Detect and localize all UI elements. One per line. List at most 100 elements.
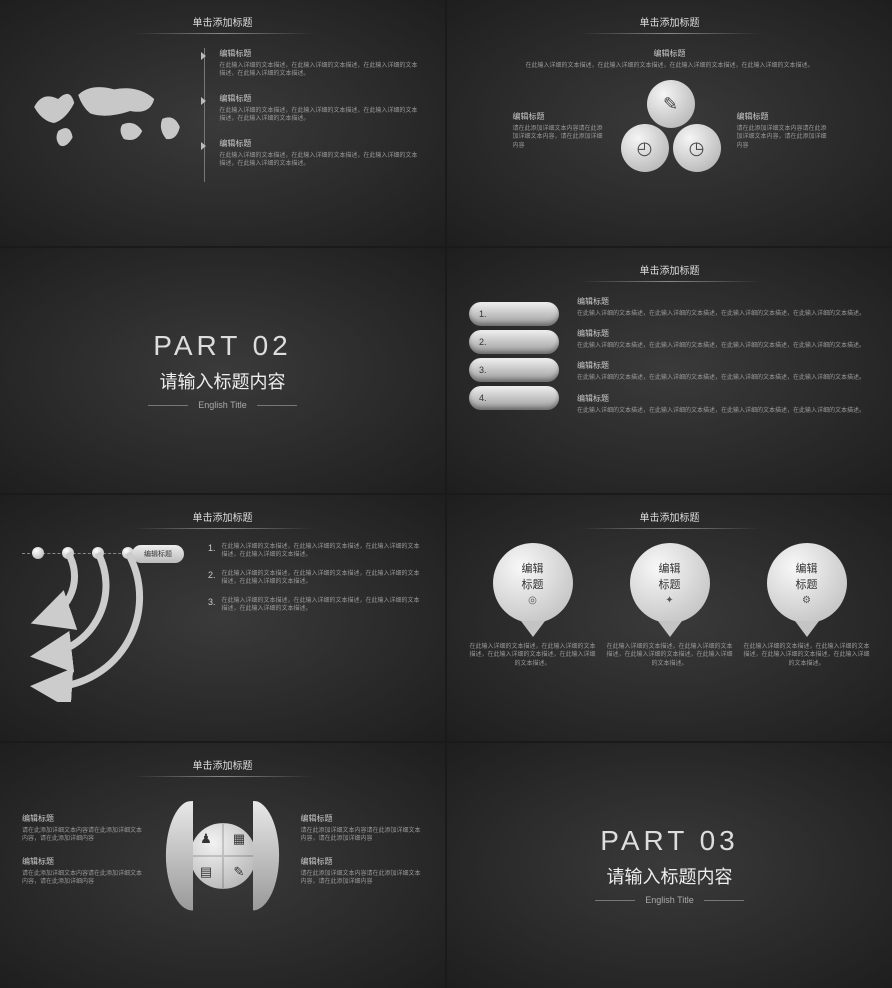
item-text: 在此输入详细的文本描述，在此输入详细的文本描述，在此输入详细的文本描述，在此输入… [222, 570, 423, 587]
world-map-icon [22, 75, 190, 155]
quad-circle: ♟ ▦ ▤ ✎ [190, 823, 256, 889]
slide-title: 单击添加标题 [22, 509, 423, 524]
list-item: 编辑标题 在此输入详细的文本描述，在此输入详细的文本描述，在此输入详细的文本描述… [219, 93, 423, 124]
item-label: 编辑标题 [301, 813, 424, 824]
quad-icon: ✎ [223, 856, 256, 889]
left-col: 编辑标题 请在此添加详细文本内容请在此添加详细文本内容，请在此添加详细内容 [513, 111, 603, 150]
pin-label: 编辑 [522, 560, 544, 576]
left-col: 编辑标题 请在此添加详细文本内容请在此添加详细文本内容，请在此添加详细内容 编辑… [22, 813, 145, 899]
item-label: 编辑标题 [737, 111, 827, 122]
item-label: 编辑标题 [469, 48, 870, 59]
item-label: 编辑标题 [22, 856, 145, 867]
target-icon: ◎ [528, 595, 537, 606]
slide-7-crescent: 单击添加标题 编辑标题 请在此添加详细文本内容请在此添加详细文本内容，请在此添加… [0, 743, 445, 988]
right-col: 编辑标题 请在此添加详细文本内容请在此添加详细文本内容，请在此添加详细内容 [737, 111, 827, 150]
slide-1-worldmap: 单击添加标题 编辑标题 在此输入详细的文本描述，在此输入详细的文本描述，在此输入… [0, 0, 445, 246]
slide1-body: 编辑标题 在此输入详细的文本描述，在此输入详细的文本描述，在此输入详细的文本描述… [22, 48, 423, 182]
slide4-body: 1. 2. 3. 4. 编辑标题 在此输入详细的文本描述，在此输入详细的文本描述… [469, 296, 870, 426]
title-underline [133, 33, 313, 34]
pin-label: 编辑 [796, 560, 818, 576]
stack-disc: 1. [469, 302, 559, 326]
item-label: 编辑标题 [577, 328, 870, 339]
item-text: 在此输入详细的文本描述，在此输入详细的文本描述，在此输入详细的文本描述，在此输入… [219, 152, 423, 169]
pin-label: 标题 [522, 576, 544, 592]
pin-column: 编辑 标题 ◎ 在此输入详细的文本描述，在此输入详细的文本描述，在此输入详细的文… [469, 543, 596, 668]
list-item: 编辑标题 请在此添加详细文本内容请在此添加详细文本内容，请在此添加详细内容 [22, 813, 145, 844]
circle-clock-icon: ◷ [673, 124, 721, 172]
slide-title: 单击添加标题 [469, 509, 870, 524]
pin-shape: 编辑 标题 ◎ [493, 543, 573, 623]
crescent-graphic: ♟ ▦ ▤ ✎ [153, 791, 293, 921]
part-title-zh: 请输入标题内容 [160, 368, 286, 394]
slide-title: 单击添加标题 [469, 262, 870, 277]
pin-label: 标题 [796, 576, 818, 592]
pin-column: 编辑 标题 ⚙ 在此输入详细的文本描述，在此输入详细的文本描述，在此输入详细的文… [743, 543, 870, 668]
title-underline [580, 33, 760, 34]
circle-notepad-icon: ✎ [647, 80, 695, 128]
title-underline [133, 776, 313, 777]
right-col: 编辑标题 请在此添加详细文本内容请在此添加详细文本内容，请在此添加详细内容 编辑… [301, 813, 424, 899]
item-label: 编辑标题 [577, 296, 870, 307]
item-text: 请在此添加详细文本内容请在此添加详细文本内容，请在此添加详细内容 [22, 870, 145, 887]
item-text: 请在此添加详细文本内容请在此添加详细文本内容，请在此添加详细内容 [513, 125, 603, 150]
crescent-left-icon [155, 801, 193, 911]
slide5-list: 1. 在此输入详细的文本描述，在此输入详细的文本描述，在此输入详细的文本描述，在… [208, 543, 423, 703]
slide2-top: 编辑标题 在此输入详细的文本描述，在此输入详细的文本描述，在此输入详细的文本描述… [469, 48, 870, 70]
title-underline [580, 281, 760, 282]
item-number: 1. [208, 543, 216, 560]
item-label: 编辑标题 [577, 360, 870, 371]
list-item: 编辑标题 在此输入详细的文本描述，在此输入详细的文本描述，在此输入详细的文本描述… [577, 360, 870, 382]
item-label: 编辑标题 [577, 393, 870, 404]
part-title-en: English Title [595, 895, 744, 905]
gear-icon: ⚙ [802, 595, 811, 606]
stack-disc: 2. [469, 330, 559, 354]
pin-shape: 编辑 标题 ✦ [630, 543, 710, 623]
title-underline [580, 528, 760, 529]
part-title-en: English Title [148, 400, 297, 410]
stack-disc: 3. [469, 358, 559, 382]
arc-arrows-icon [22, 537, 192, 702]
list-item: 3. 在此输入详细的文本描述，在此输入详细的文本描述，在此输入详细的文本描述，在… [208, 597, 423, 614]
item-text: 在此输入详细的文本描述，在此输入详细的文本描述，在此输入详细的文本描述，在此输入… [577, 407, 870, 415]
slide-2-circles: 单击添加标题 编辑标题 在此输入详细的文本描述，在此输入详细的文本描述，在此输入… [447, 0, 892, 246]
slide-title: 单击添加标题 [22, 757, 423, 772]
item-label: 编辑标题 [513, 111, 603, 122]
quad-icon: ♟ [190, 823, 223, 856]
item-number: 2. [208, 570, 216, 587]
item-label: 编辑标题 [219, 138, 423, 149]
item-text: 在此输入详细的文本描述，在此输入详细的文本描述，在此输入详细的文本描述，在此输入… [219, 62, 423, 79]
part-number: PART 03 [600, 825, 739, 857]
item-text: 在此输入详细的文本描述，在此输入详细的文本描述，在此输入详细的文本描述，在此输入… [577, 374, 870, 382]
three-circles-graphic: ✎ ◴ ◷ [615, 80, 725, 180]
slide-5-arcs: 单击添加标题 编辑标题 1. 在此输入详细的文本描述，在此输入详细的文本描述，在… [0, 495, 445, 741]
part-title-zh: 请输入标题内容 [607, 863, 733, 889]
slide-title: 单击添加标题 [22, 14, 423, 29]
slide1-list: 编辑标题 在此输入详细的文本描述，在此输入详细的文本描述，在此输入详细的文本描述… [204, 48, 423, 182]
cylinder-stack: 1. 2. 3. 4. [469, 302, 559, 426]
item-text: 在此输入详细的文本描述，在此输入详细的文本描述，在此输入详细的文本描述，在此输入… [222, 597, 423, 614]
slide2-bottom: 编辑标题 请在此添加详细文本内容请在此添加详细文本内容，请在此添加详细内容 ✎ … [469, 80, 870, 180]
slide-6-pins: 单击添加标题 编辑 标题 ◎ 在此输入详细的文本描述，在此输入详细的文本描述，在… [447, 495, 892, 741]
list-item: 编辑标题 在此输入详细的文本描述，在此输入详细的文本描述，在此输入详细的文本描述… [577, 328, 870, 350]
slide-title: 单击添加标题 [469, 14, 870, 29]
list-item: 编辑标题 请在此添加详细文本内容请在此添加详细文本内容，请在此添加详细内容 [301, 813, 424, 844]
list-item: 2. 在此输入详细的文本描述，在此输入详细的文本描述，在此输入详细的文本描述，在… [208, 570, 423, 587]
item-label: 编辑标题 [22, 813, 145, 824]
item-label: 编辑标题 [219, 93, 423, 104]
slide6-body: 编辑 标题 ◎ 在此输入详细的文本描述，在此输入详细的文本描述，在此输入详细的文… [469, 543, 870, 668]
item-text: 在此输入详细的文本描述，在此输入详细的文本描述，在此输入详细的文本描述，在此输入… [606, 643, 733, 668]
item-text: 请在此添加详细文本内容请在此添加详细文本内容，请在此添加详细内容 [301, 827, 424, 844]
circle-compass-icon: ◴ [621, 124, 669, 172]
pin-column: 编辑 标题 ✦ 在此输入详细的文本描述，在此输入详细的文本描述，在此输入详细的文… [606, 543, 733, 668]
slide-4-stack: 单击添加标题 1. 2. 3. 4. 编辑标题 在此输入详细的文本描述，在此输入… [447, 248, 892, 494]
item-text: 请在此添加详细文本内容请在此添加详细文本内容，请在此添加详细内容 [22, 827, 145, 844]
slide-8-part03: PART 03 请输入标题内容 English Title [447, 743, 892, 988]
spark-icon: ✦ [665, 595, 673, 606]
list-item: 编辑标题 请在此添加详细文本内容请在此添加详细文本内容，请在此添加详细内容 [301, 856, 424, 887]
pin-label: 编辑 [659, 560, 681, 576]
item-text: 请在此添加详细文本内容请在此添加详细文本内容，请在此添加详细内容 [737, 125, 827, 150]
item-text: 在此输入详细的文本描述，在此输入详细的文本描述，在此输入详细的文本描述，在此输入… [577, 310, 870, 318]
arcs-graphic: 编辑标题 [22, 543, 192, 703]
slide5-body: 编辑标题 1. 在此输入详细的文本描述，在此输入详细的文本描述，在此输入详细的文… [22, 543, 423, 703]
slide4-list: 编辑标题 在此输入详细的文本描述，在此输入详细的文本描述，在此输入详细的文本描述… [577, 296, 870, 426]
